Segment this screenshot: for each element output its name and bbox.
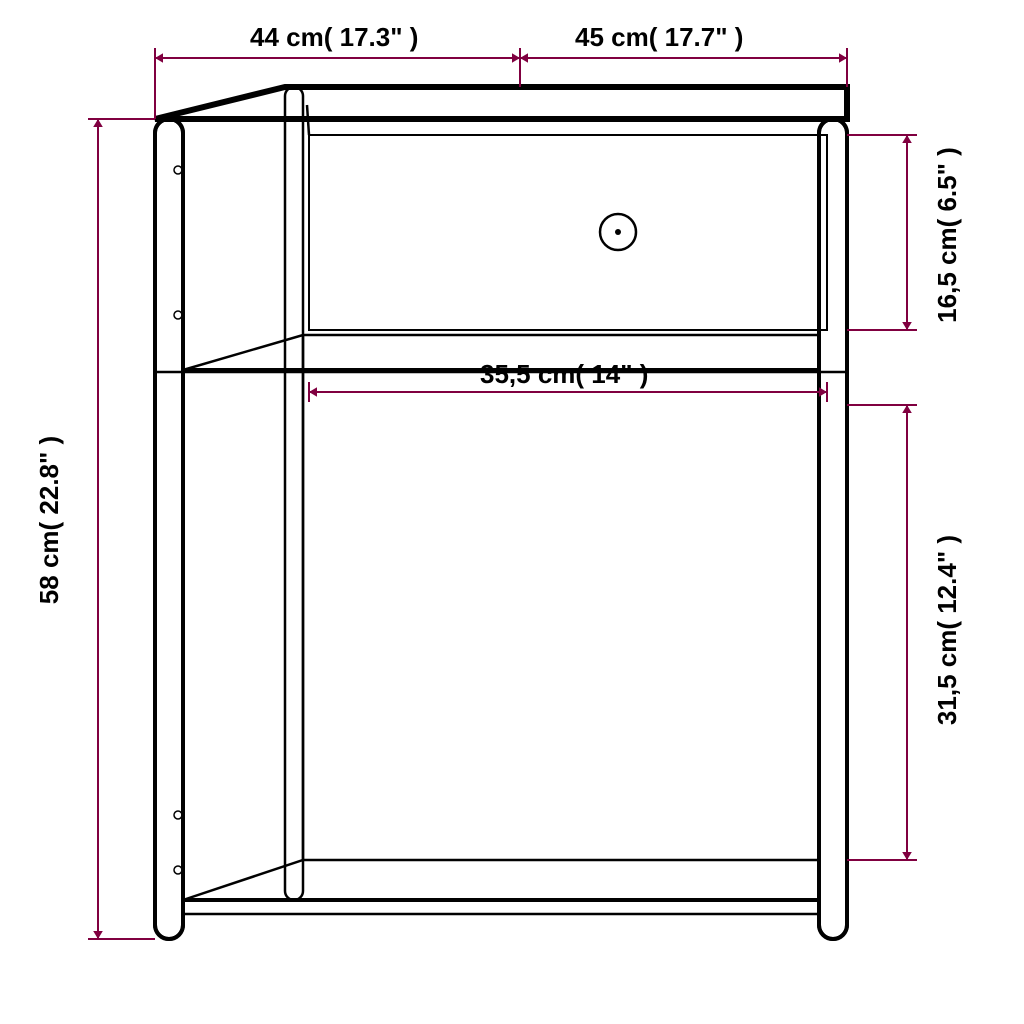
furniture-outline bbox=[155, 87, 847, 939]
dimension-label-left: 58 cm( 22.8" ) bbox=[34, 436, 64, 604]
dimension-label-top-left: 44 cm( 17.3" ) bbox=[250, 22, 418, 52]
dimension-label-mid: 35,5 cm( 14" ) bbox=[480, 359, 648, 389]
dimension-label-r-lower: 31,5 cm( 12.4" ) bbox=[932, 535, 962, 725]
dimension-label-r-upper: 16,5 cm( 6.5" ) bbox=[932, 147, 962, 323]
drawer-front bbox=[309, 135, 827, 330]
dimension-label-top-right: 45 cm( 17.7" ) bbox=[575, 22, 743, 52]
